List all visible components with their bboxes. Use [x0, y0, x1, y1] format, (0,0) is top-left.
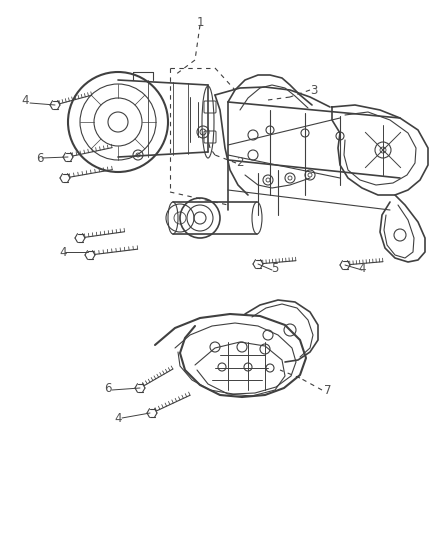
Text: 3: 3: [310, 84, 318, 96]
Text: 4: 4: [114, 411, 122, 424]
Text: 6: 6: [104, 382, 112, 394]
Text: 7: 7: [324, 384, 332, 397]
Text: 4: 4: [358, 262, 366, 274]
Text: 4: 4: [59, 246, 67, 259]
Text: 2: 2: [236, 157, 244, 169]
Text: 1: 1: [196, 15, 204, 28]
Text: 4: 4: [21, 93, 29, 107]
Text: 5: 5: [271, 262, 279, 274]
Text: 6: 6: [36, 151, 44, 165]
